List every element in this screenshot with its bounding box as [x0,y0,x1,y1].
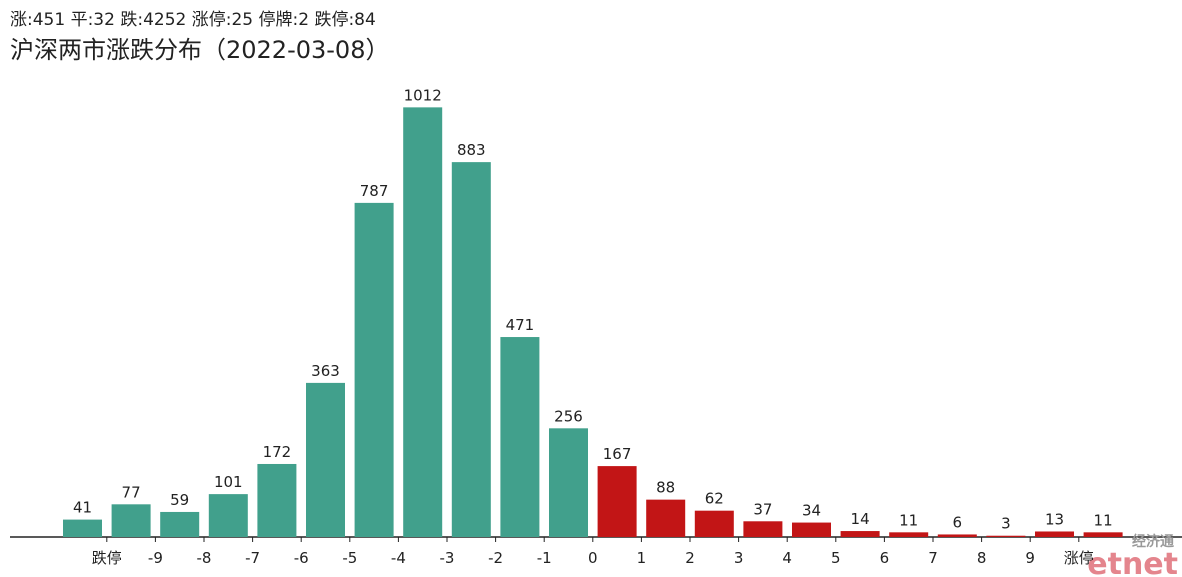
bar [889,532,929,537]
value-label: 77 [122,483,141,501]
x-tick-label: -4 [391,549,406,567]
watermark-text: 经济通 [1132,533,1174,550]
value-label: 883 [457,141,486,159]
value-label: 172 [263,443,292,461]
bar [840,531,880,537]
x-tick-label: -8 [197,549,212,567]
value-label: 167 [603,445,632,463]
x-tick-label: 跌停 [92,549,122,567]
x-tick-label: 6 [880,549,890,567]
value-label: 41 [73,499,92,517]
bar [111,504,151,537]
chart-title: 沪深两市涨跌分布（2022-03-08） [10,36,389,64]
bar [792,522,831,537]
bar [646,499,686,537]
value-label: 3 [1001,515,1011,533]
value-label: 1012 [404,86,442,104]
x-tick-label: 3 [734,549,744,567]
bar [208,494,248,537]
x-tick-label: 1 [637,549,647,567]
value-label: 14 [851,510,870,528]
value-label: 88 [656,479,675,497]
x-tick-label: -2 [488,549,503,567]
x-tick-label: 2 [685,549,695,567]
bar [743,521,783,537]
x-tick-label: -9 [148,549,163,567]
x-tick-label: -5 [342,549,357,567]
value-label: 471 [506,316,535,334]
value-label: 34 [802,502,821,520]
bar [1083,532,1123,537]
x-tick-label: 9 [1025,549,1035,567]
value-label: 11 [899,511,918,529]
value-label: 13 [1045,510,1064,528]
value-label: 787 [360,182,389,200]
bar [500,337,540,537]
bar [257,463,297,537]
value-label: 101 [214,473,243,491]
value-label: 59 [170,491,189,509]
bar [160,511,200,537]
value-label: 256 [554,407,583,425]
x-tick-label: 7 [928,549,938,567]
x-tick-label: -1 [537,549,552,567]
value-label: 363 [311,362,340,380]
bar [937,534,977,537]
bar [549,428,588,537]
x-tick-label: 涨停 [1064,549,1094,567]
x-tick-label: 5 [831,549,841,567]
bar [63,519,102,537]
x-tick-label: 8 [977,549,987,567]
value-label: 62 [705,490,724,508]
value-label: 6 [953,513,963,531]
x-tick-label: 0 [588,549,598,567]
x-tick-label: -3 [440,549,455,567]
bar [306,382,345,537]
bar [354,202,394,537]
x-tick-label: -6 [294,549,309,567]
x-tick-label: 4 [782,549,792,567]
bar [986,535,1026,537]
value-label: 11 [1094,511,1113,529]
bar [403,107,443,538]
bar [597,466,637,537]
value-label: 37 [753,500,772,518]
x-tick-label: -7 [245,549,260,567]
bar [694,510,734,537]
bar [1035,531,1074,537]
bar [451,162,491,538]
chart-subtitle: 涨:451 平:32 跌:4252 涨停:25 停牌:2 跌停:84 [10,10,376,30]
watermark-logo: etnet [1087,547,1178,577]
